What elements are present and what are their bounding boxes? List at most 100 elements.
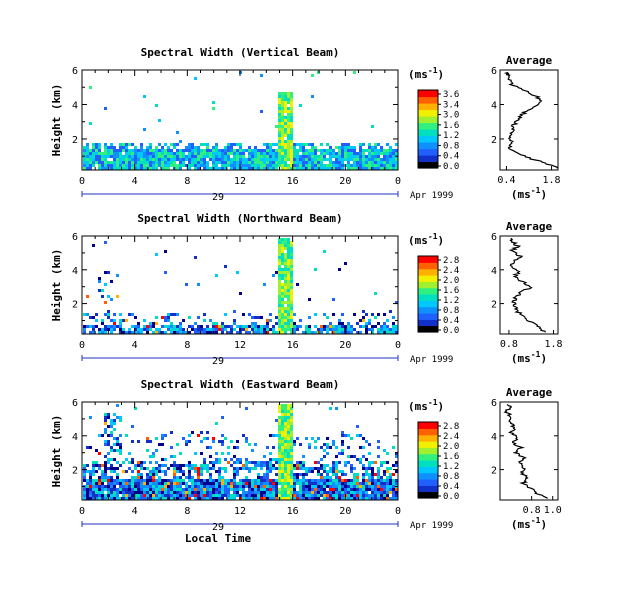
heatmap-cell [263,488,266,491]
heatmap-cell [353,467,356,470]
heatmap-cell [368,161,371,164]
heatmap-cell [263,149,266,152]
heatmap-cell [290,155,293,158]
heatmap-cell [368,476,371,479]
heatmap-cell [95,485,98,488]
heatmap-cell [293,488,296,491]
heatmap-cell [104,155,107,158]
y-axis-label: Height (km) [50,249,63,322]
heatmap-cell [287,416,290,419]
heatmap-cell [284,422,287,425]
heatmap-cell [95,319,98,322]
heatmap-cell [227,325,230,328]
heatmap-cell [284,319,287,322]
heatmap-cell [221,416,224,419]
heatmap-cell [155,158,158,161]
heatmap-cell [254,485,257,488]
heatmap-cell [200,158,203,161]
heatmap-cell [380,158,383,161]
heatmap-cell [281,119,284,122]
heatmap-cell [218,158,221,161]
heatmap-cell [104,494,107,497]
heatmap-cell [89,325,92,328]
heatmap-cell [254,479,257,482]
heatmap-cell [152,479,155,482]
heatmap-cell [341,452,344,455]
heatmap-cell [221,434,224,437]
heatmap-cell [155,494,158,497]
heatmap-cell [218,476,221,479]
heatmap-cell [188,158,191,161]
heatmap-cell [224,491,227,494]
heatmap-cell [257,158,260,161]
heatmap-cell [323,494,326,497]
heatmap-cell [107,440,110,443]
heatmap-cell [362,485,365,488]
heatmap-cell [338,325,341,328]
heatmap-cell [146,476,149,479]
heatmap-cell [152,485,155,488]
heatmap-cell [269,494,272,497]
heatmap-cell [101,158,104,161]
heatmap-cell [248,443,251,446]
heatmap-cell [254,325,257,328]
heatmap-cell [110,155,113,158]
colorbar [418,90,438,169]
heatmap-cell [272,143,275,146]
average-y-tick-label: 6 [491,232,497,243]
heatmap-cell [143,158,146,161]
heatmap-cell [167,146,170,149]
heatmap-cell [290,152,293,155]
heatmap-cell [272,494,275,497]
heatmap-cell [92,473,95,476]
heatmap-cell [251,158,254,161]
heatmap-cell [275,155,278,158]
heatmap-cell [248,494,251,497]
heatmap-cell [347,494,350,497]
panel-title: Spectral Width (Northward Beam) [137,212,342,225]
heatmap-cell [152,470,155,473]
x-tick-label: 4 [132,176,138,187]
heatmap-cell [278,443,281,446]
heatmap-cell [347,146,350,149]
heatmap-cell [284,407,287,410]
heatmap-cell [278,310,281,313]
heatmap-cell [359,155,362,158]
heatmap-cell [353,485,356,488]
heatmap-cell [278,494,281,497]
heatmap-cell [284,107,287,110]
heatmap-cell [323,328,326,331]
heatmap-cell [263,494,266,497]
heatmap-cell [104,470,107,473]
heatmap-cell [194,485,197,488]
heatmap-cell [215,485,218,488]
heatmap-cell [389,328,392,331]
heatmap-cell [353,476,356,479]
heatmap-cell [113,322,116,325]
heatmap-cell [104,301,107,304]
heatmap-cell [311,491,314,494]
heatmap-cell [383,482,386,485]
heatmap-cell [131,158,134,161]
heatmap-cell [359,458,362,461]
heatmap-cell [305,158,308,161]
heatmap-cell [356,322,359,325]
heatmap-cell [281,137,284,140]
heatmap-cell [98,452,101,455]
heatmap-cell [116,158,119,161]
heatmap-cell [284,253,287,256]
heatmap-cell [182,473,185,476]
heatmap-cell [92,244,95,247]
heatmap-cell [356,425,359,428]
heatmap-cell [122,158,125,161]
heatmap-cell [95,482,98,485]
heatmap-cell [356,485,359,488]
heatmap-cell [263,479,266,482]
heatmap-cell [278,116,281,119]
heatmap-cell [377,313,380,316]
heatmap-cell [233,476,236,479]
heatmap-cell [119,488,122,491]
heatmap-cell [296,152,299,155]
heatmap-cell [392,482,395,485]
